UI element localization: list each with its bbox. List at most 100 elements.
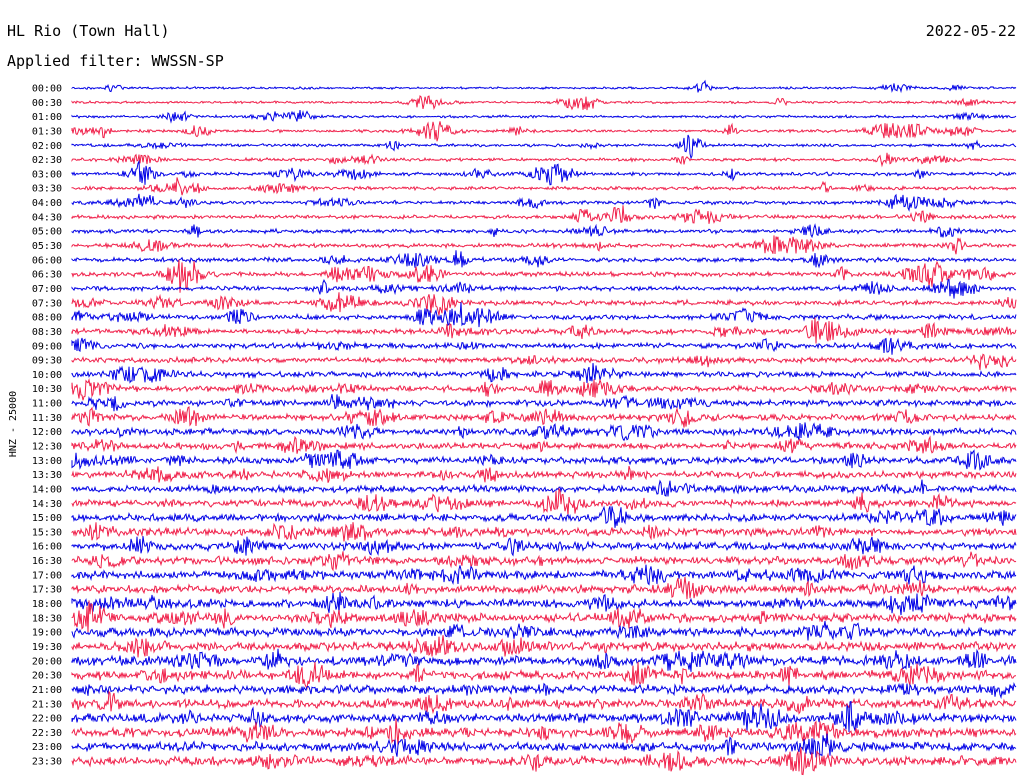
trace-line [71, 591, 1017, 616]
trace-line [71, 479, 1017, 497]
trace-line [71, 487, 1017, 516]
time-tick-labels: 00:00 00:30 01:00 01:30 02:00 02:30 03:00 03:30… [32, 84, 62, 768]
time-tick-label: 14:00 [32, 485, 62, 496]
trace-lines [71, 79, 1017, 776]
time-tick-label: 09:30 [32, 356, 62, 367]
time-tick-label: 23:30 [32, 757, 62, 768]
trace-line [71, 110, 1017, 124]
trace-line [71, 449, 1017, 471]
time-tick-label: 00:30 [32, 98, 62, 109]
trace-line [71, 134, 1017, 160]
time-tick-label: 05:30 [32, 241, 62, 252]
trace-line [71, 700, 1017, 733]
time-tick-label: 22:30 [32, 728, 62, 739]
trace-line [71, 747, 1017, 776]
filter-subtitle: Applied filter: WWSSN-SP [7, 52, 224, 70]
date-label: 2022-05-22 [926, 22, 1016, 40]
trace-line [71, 177, 1017, 196]
time-tick-label: 22:00 [32, 714, 62, 725]
time-tick-label: 08:30 [32, 327, 62, 338]
trace-line [71, 600, 1017, 633]
time-tick-label: 05:00 [32, 227, 62, 238]
time-tick-label: 13:00 [32, 456, 62, 467]
time-tick-label: 20:30 [32, 671, 62, 682]
y-axis-label: HNZ - 25000 [8, 391, 19, 457]
time-tick-label: 11:30 [32, 413, 62, 424]
trace-line [71, 394, 1017, 412]
time-tick-label: 19:30 [32, 642, 62, 653]
trace-line [71, 79, 1017, 94]
trace-line [71, 406, 1017, 428]
trace-line [71, 718, 1017, 746]
time-tick-label: 11:00 [32, 399, 62, 410]
time-tick-label: 04:00 [32, 198, 62, 209]
time-tick-label: 21:00 [32, 685, 62, 696]
trace-line [71, 378, 1017, 401]
time-tick-label: 03:30 [32, 184, 62, 195]
time-tick-label: 19:00 [32, 628, 62, 639]
time-tick-label: 12:30 [32, 442, 62, 453]
time-tick-label: 12:00 [32, 427, 62, 438]
time-tick-label: 21:30 [32, 699, 62, 710]
time-tick-label: 17:00 [32, 570, 62, 581]
time-tick-label: 17:30 [32, 585, 62, 596]
trace-line [71, 635, 1017, 658]
time-tick-label: 06:30 [32, 270, 62, 281]
trace-line [71, 337, 1017, 355]
time-tick-label: 03:00 [32, 169, 62, 180]
trace-line [71, 564, 1017, 586]
trace-line [71, 205, 1017, 224]
time-tick-label: 16:30 [32, 556, 62, 567]
trace-line [71, 250, 1017, 269]
time-tick-label: 18:00 [32, 599, 62, 610]
trace-line [71, 465, 1017, 483]
time-tick-label: 02:30 [32, 155, 62, 166]
trace-line [71, 223, 1017, 239]
trace-line [71, 661, 1017, 691]
time-tick-label: 01:30 [32, 127, 62, 138]
trace-line [71, 536, 1017, 557]
trace-line [71, 620, 1017, 641]
trace-line [71, 235, 1017, 255]
time-tick-label: 08:00 [32, 313, 62, 324]
trace-line [71, 353, 1017, 370]
trace-line [71, 95, 1017, 111]
trace-line [71, 292, 1017, 316]
time-tick-label: 13:30 [32, 470, 62, 481]
time-tick-label: 07:30 [32, 298, 62, 309]
time-tick-label: 02:00 [32, 141, 62, 152]
trace-line [71, 435, 1017, 455]
time-tick-label: 09:00 [32, 341, 62, 352]
time-tick-label: 06:00 [32, 255, 62, 266]
time-tick-label: 15:00 [32, 513, 62, 524]
trace-line [71, 121, 1017, 142]
trace-line [71, 551, 1017, 572]
time-tick-label: 23:00 [32, 742, 62, 753]
time-tick-label: 16:00 [32, 542, 62, 553]
trace-line [71, 648, 1017, 672]
time-tick-label: 14:30 [32, 499, 62, 510]
trace-line [71, 681, 1017, 700]
trace-line [71, 576, 1017, 600]
trace-line [71, 522, 1017, 542]
time-tick-label: 10:00 [32, 370, 62, 381]
time-tick-label: 00:00 [32, 84, 62, 95]
trace-line [71, 159, 1017, 186]
trace-line [71, 152, 1017, 168]
time-tick-label: 20:00 [32, 656, 62, 667]
time-tick-label: 10:30 [32, 384, 62, 395]
trace-line [71, 193, 1017, 212]
time-tick-label: 15:30 [32, 527, 62, 538]
time-tick-label: 07:00 [32, 284, 62, 295]
trace-line [71, 302, 1017, 328]
trace-line [71, 733, 1017, 758]
trace-line [71, 259, 1017, 293]
trace-line [71, 690, 1017, 715]
trace-line [71, 363, 1017, 384]
time-tick-label: 18:30 [32, 613, 62, 624]
trace-line [71, 317, 1017, 344]
trace-line [71, 505, 1017, 528]
time-tick-label: 04:30 [32, 212, 62, 223]
station-title: HL Rio (Town Hall) [7, 22, 170, 40]
